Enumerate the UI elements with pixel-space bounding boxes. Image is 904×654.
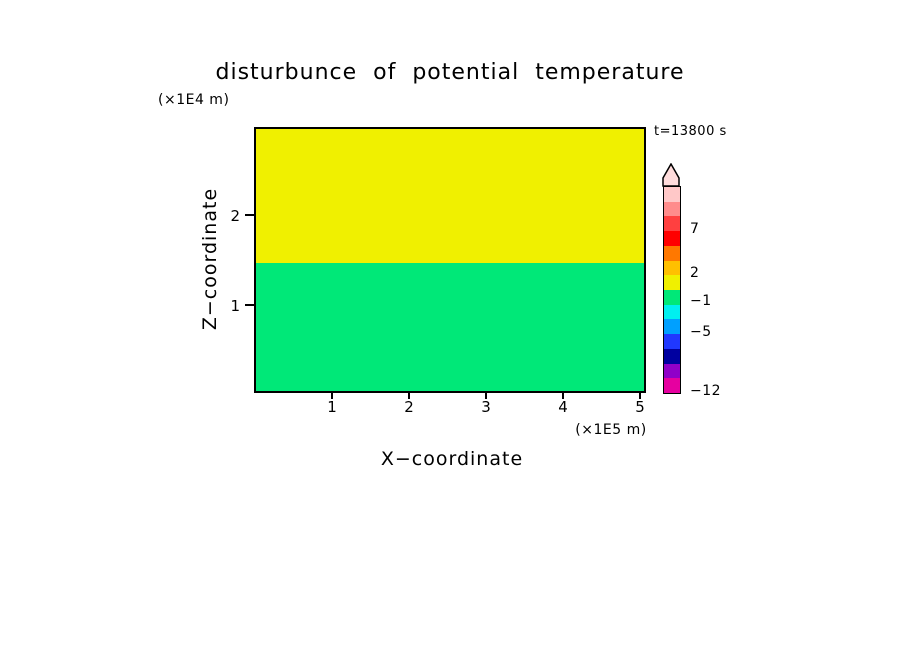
y-tick-label: 1 xyxy=(230,297,240,315)
time-label: t=13800 s xyxy=(654,124,727,139)
lower-band xyxy=(256,263,644,391)
colorbar-tick-label: −1 xyxy=(690,293,712,309)
x-tick-mark xyxy=(485,393,487,399)
colorbar-segment xyxy=(664,334,680,349)
y-tick-mark xyxy=(245,304,254,306)
x-tick-label: 4 xyxy=(558,398,568,416)
colorbar-tick-label: 7 xyxy=(690,221,700,237)
colorbar-segment xyxy=(664,348,680,364)
colorbar-segment xyxy=(664,216,680,232)
y-tick-label: 2 xyxy=(230,207,240,225)
colorbar-arrow-tip xyxy=(662,163,680,187)
x-axis-label: X−coordinate xyxy=(380,448,524,470)
colorbar-segment xyxy=(664,378,680,394)
x-tick-label: 5 xyxy=(635,398,645,416)
x-tick-mark xyxy=(639,393,641,399)
colorbar-segment xyxy=(664,231,680,246)
colorbar-segment xyxy=(664,290,680,305)
y-tick-mark xyxy=(245,214,254,216)
x-tick-mark xyxy=(331,393,333,399)
colorbar-segment xyxy=(664,187,680,202)
x-tick-label: 1 xyxy=(327,398,337,416)
x-axis-unit-label: (×1E5 m) xyxy=(575,422,647,438)
y-axis-label: Z−coordinate xyxy=(199,187,221,331)
plot-title: disturbunce of potential temperature xyxy=(215,60,685,85)
x-tick-mark xyxy=(408,393,410,399)
x-tick-label: 3 xyxy=(481,398,491,416)
colorbar-segment xyxy=(664,245,680,261)
colorbar-segment xyxy=(664,275,680,291)
upper-band xyxy=(256,129,644,263)
x-tick-label: 2 xyxy=(404,398,414,416)
colorbar-segment xyxy=(664,304,680,320)
colorbar-tick-label: 2 xyxy=(690,265,700,281)
colorbar-segment xyxy=(664,319,680,335)
colorbar-segment xyxy=(664,201,680,217)
colorbar xyxy=(663,186,681,394)
colorbar-arrow-tip-shape xyxy=(662,163,680,187)
colorbar-segment xyxy=(664,363,680,379)
colorbar-segment xyxy=(664,260,680,276)
colorbar-tick-label: −12 xyxy=(690,383,722,399)
y-axis-unit-label: (×1E4 m) xyxy=(158,92,230,108)
x-tick-mark xyxy=(562,393,564,399)
plot-area xyxy=(254,127,646,393)
colorbar-tick-label: −5 xyxy=(690,324,712,340)
